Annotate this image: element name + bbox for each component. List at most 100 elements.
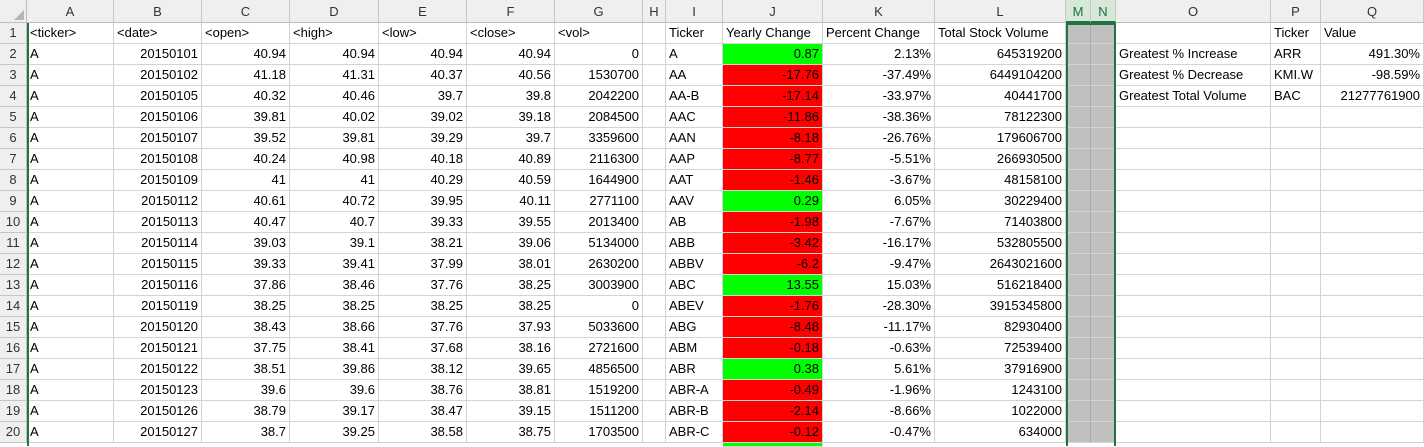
data-cell-b[interactable]: 20150107 — [114, 128, 202, 149]
percent-change-cell[interactable]: -3.67% — [823, 170, 935, 191]
cell[interactable] — [1091, 86, 1116, 107]
data-cell-a[interactable]: A — [27, 359, 114, 380]
data-cell-g[interactable]: 2630200 — [555, 254, 643, 275]
total-volume-cell[interactable]: 6449104200 — [935, 65, 1066, 86]
data-cell-a[interactable]: A — [27, 149, 114, 170]
data-cell-d[interactable]: 40.7 — [290, 212, 379, 233]
percent-change-cell[interactable]: -0.63% — [823, 338, 935, 359]
cell[interactable] — [1066, 212, 1091, 233]
cell[interactable] — [1116, 212, 1271, 233]
cell[interactable] — [643, 212, 666, 233]
yearly-change-cell[interactable]: -8.77 — [723, 149, 823, 170]
greatest-label[interactable]: Greatest % Increase — [1116, 44, 1271, 65]
yearly-change-cell[interactable]: 13.55 — [723, 275, 823, 296]
data-cell-d[interactable]: 39.41 — [290, 254, 379, 275]
cell[interactable] — [1116, 107, 1271, 128]
percent-change-cell[interactable]: -37.49% — [823, 65, 935, 86]
cell[interactable] — [1066, 359, 1091, 380]
data-cell-e[interactable]: 39.7 — [379, 86, 467, 107]
cell[interactable] — [1066, 296, 1091, 317]
data-cell-a[interactable]: A — [27, 254, 114, 275]
percent-change-cell[interactable]: 15.03% — [823, 275, 935, 296]
yearly-change-cell[interactable]: -0.18 — [723, 338, 823, 359]
total-volume-cell[interactable]: 1022000 — [935, 401, 1066, 422]
header-cell-a[interactable]: <ticker> — [27, 23, 114, 44]
cell[interactable] — [1066, 65, 1091, 86]
data-cell-e[interactable]: 37.99 — [379, 254, 467, 275]
cell[interactable] — [1271, 296, 1321, 317]
data-cell-c[interactable]: 40.32 — [202, 86, 290, 107]
column-header-d[interactable]: D — [290, 0, 379, 23]
cell[interactable] — [1271, 275, 1321, 296]
data-cell-f[interactable]: 39.65 — [467, 359, 555, 380]
data-cell-d[interactable]: 39.25 — [290, 422, 379, 443]
cell[interactable] — [1091, 317, 1116, 338]
data-cell-g[interactable]: 2042200 — [555, 86, 643, 107]
header-cell-c[interactable]: <open> — [202, 23, 290, 44]
column-header-l[interactable]: L — [935, 0, 1066, 23]
data-cell-a[interactable]: A — [27, 170, 114, 191]
cell[interactable] — [1116, 401, 1271, 422]
yearly-change-cell[interactable]: -11.86 — [723, 107, 823, 128]
summary-ticker[interactable]: AA — [666, 65, 723, 86]
data-cell-f[interactable]: 38.16 — [467, 338, 555, 359]
percent-change-cell[interactable]: -1.96% — [823, 380, 935, 401]
header-cell-b[interactable]: <date> — [114, 23, 202, 44]
yearly-change-cell[interactable]: -8.18 — [723, 128, 823, 149]
data-cell-c[interactable]: 39.52 — [202, 128, 290, 149]
cell[interactable] — [1091, 401, 1116, 422]
cell[interactable] — [1116, 422, 1271, 443]
cell[interactable] — [1321, 107, 1424, 128]
greatest-label[interactable]: Greatest Total Volume — [1116, 86, 1271, 107]
row-header-2[interactable]: 2 — [0, 44, 27, 65]
cell[interactable] — [1321, 359, 1424, 380]
summary-ticker[interactable]: AB — [666, 212, 723, 233]
data-cell-b[interactable]: 20150120 — [114, 317, 202, 338]
data-cell-a[interactable]: A — [27, 65, 114, 86]
cell[interactable] — [1091, 170, 1116, 191]
data-cell-e[interactable]: 38.58 — [379, 422, 467, 443]
data-cell-c[interactable]: 38.25 — [202, 296, 290, 317]
cell[interactable] — [1066, 338, 1091, 359]
data-cell-b[interactable]: 20150101 — [114, 44, 202, 65]
cell[interactable] — [643, 317, 666, 338]
cell[interactable] — [643, 296, 666, 317]
data-cell-b[interactable]: 20150126 — [114, 401, 202, 422]
yearly-change-cell[interactable]: -1.46 — [723, 170, 823, 191]
total-volume-cell[interactable]: 516218400 — [935, 275, 1066, 296]
cell[interactable] — [1066, 317, 1091, 338]
data-cell-f[interactable]: 40.94 — [467, 44, 555, 65]
data-cell-g[interactable]: 2013400 — [555, 212, 643, 233]
data-cell-b[interactable]: 20150114 — [114, 233, 202, 254]
data-cell-f[interactable]: 39.55 — [467, 212, 555, 233]
summary-ticker[interactable]: AAC — [666, 107, 723, 128]
cell[interactable] — [1066, 149, 1091, 170]
cell[interactable] — [1091, 212, 1116, 233]
data-cell-f[interactable]: 38.01 — [467, 254, 555, 275]
total-volume-cell[interactable]: 78122300 — [935, 107, 1066, 128]
percent-change-cell[interactable]: 5.61% — [823, 359, 935, 380]
row-header-8[interactable]: 8 — [0, 170, 27, 191]
data-cell-d[interactable]: 39.1 — [290, 233, 379, 254]
data-cell-c[interactable]: 39.6 — [202, 380, 290, 401]
cell[interactable] — [643, 338, 666, 359]
cell[interactable] — [643, 233, 666, 254]
summary-ticker[interactable]: AA-B — [666, 86, 723, 107]
percent-change-cell[interactable]: -26.76% — [823, 128, 935, 149]
cell[interactable] — [643, 254, 666, 275]
data-cell-f[interactable]: 39.8 — [467, 86, 555, 107]
yearly-change-cell[interactable]: 0.38 — [723, 359, 823, 380]
data-cell-d[interactable]: 39.81 — [290, 128, 379, 149]
cell[interactable] — [1271, 191, 1321, 212]
data-cell-b[interactable]: 20150122 — [114, 359, 202, 380]
cell[interactable] — [1271, 422, 1321, 443]
cell[interactable] — [1321, 128, 1424, 149]
data-cell-b[interactable]: 20150123 — [114, 380, 202, 401]
cell[interactable] — [1066, 422, 1091, 443]
summary-ticker[interactable]: AAV — [666, 191, 723, 212]
total-volume-cell[interactable]: 266930500 — [935, 149, 1066, 170]
cell[interactable] — [1066, 107, 1091, 128]
yearly-change-cell[interactable]: -2.14 — [723, 401, 823, 422]
data-cell-d[interactable]: 40.98 — [290, 149, 379, 170]
data-cell-e[interactable]: 40.37 — [379, 65, 467, 86]
